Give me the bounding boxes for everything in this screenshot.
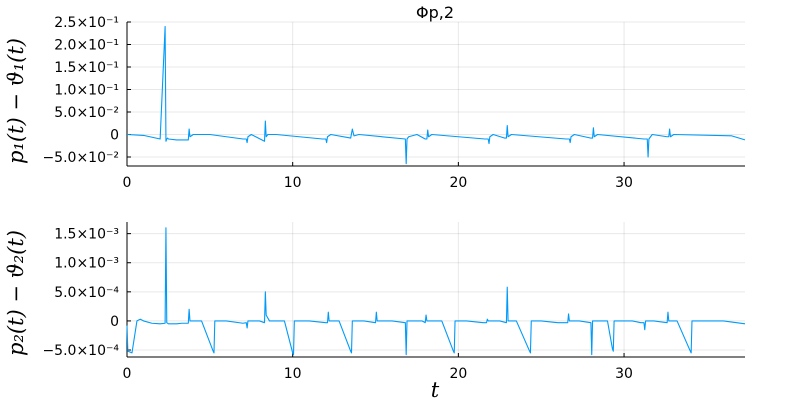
x-tick-label: 0 bbox=[123, 175, 132, 191]
y-tick-label: 1.0×10⁻³ bbox=[54, 256, 119, 272]
bottom-panel-xlabel: t bbox=[431, 378, 440, 400]
x-tick-label: 20 bbox=[449, 175, 467, 191]
y-tick-label: 0 bbox=[110, 314, 119, 330]
top-panel-grid bbox=[126, 21, 745, 166]
y-tick-label: 2.0×10⁻¹ bbox=[54, 38, 119, 54]
top-panel-title: Φp,2 bbox=[416, 3, 454, 22]
bottom-panel-grid bbox=[126, 222, 745, 357]
bottom-panel-ylabel: p₂(t) − ϑ₂(t) bbox=[4, 230, 28, 356]
y-tick-label: 5.0×10⁻⁴ bbox=[54, 285, 119, 301]
bottom-panel: p₂(t) − ϑ₂(t) t 1.5×10⁻³ 1.0×10⁻³ 5.0×10⁻⁴… bbox=[4, 222, 746, 400]
top-panel: Φp,2 p₁(t) − ϑ₁(t) 2.5×10⁻¹ 2.0×10⁻¹ 1.5×1… bbox=[4, 3, 746, 191]
bottom-panel-ticks: 1.5×10⁻³1.0×10⁻³5.0×10⁻⁴0−5.0×10⁻⁴0 10 20 3… bbox=[42, 222, 745, 382]
top-panel-ylabel: p₁(t) − ϑ₁(t) bbox=[4, 38, 28, 164]
y-tick-label: 2.5×10⁻¹ bbox=[54, 15, 119, 31]
y-tick-label: 1.5×10⁻¹ bbox=[54, 60, 119, 76]
x-tick-label: 30 bbox=[615, 366, 633, 382]
y-tick-label: 1.5×10⁻³ bbox=[54, 227, 119, 243]
y-tick-label: 0 bbox=[110, 128, 119, 144]
top-panel-series-line bbox=[126, 25, 746, 165]
x-tick-label: 20 bbox=[449, 366, 467, 382]
y-tick-label: 5.0×10⁻² bbox=[54, 105, 119, 121]
y-tick-label: 1.0×10⁻¹ bbox=[54, 83, 119, 99]
x-tick-label: 10 bbox=[284, 175, 302, 191]
bottom-panel-series-line bbox=[126, 227, 746, 356]
x-tick-label: 30 bbox=[615, 175, 633, 191]
top-panel-ticks: 2.5×10⁻¹ 2.0×10⁻¹ 1.5×10⁻¹ 1.0×10⁻¹ 5.0×10⁻²… bbox=[42, 15, 745, 191]
y-tick-label: −5.0×10⁻⁴ bbox=[42, 343, 119, 359]
y-tick-label: −5.0×10⁻² bbox=[42, 150, 119, 166]
x-tick-label: 0 bbox=[123, 366, 132, 382]
x-tick-label: 10 bbox=[284, 366, 302, 382]
